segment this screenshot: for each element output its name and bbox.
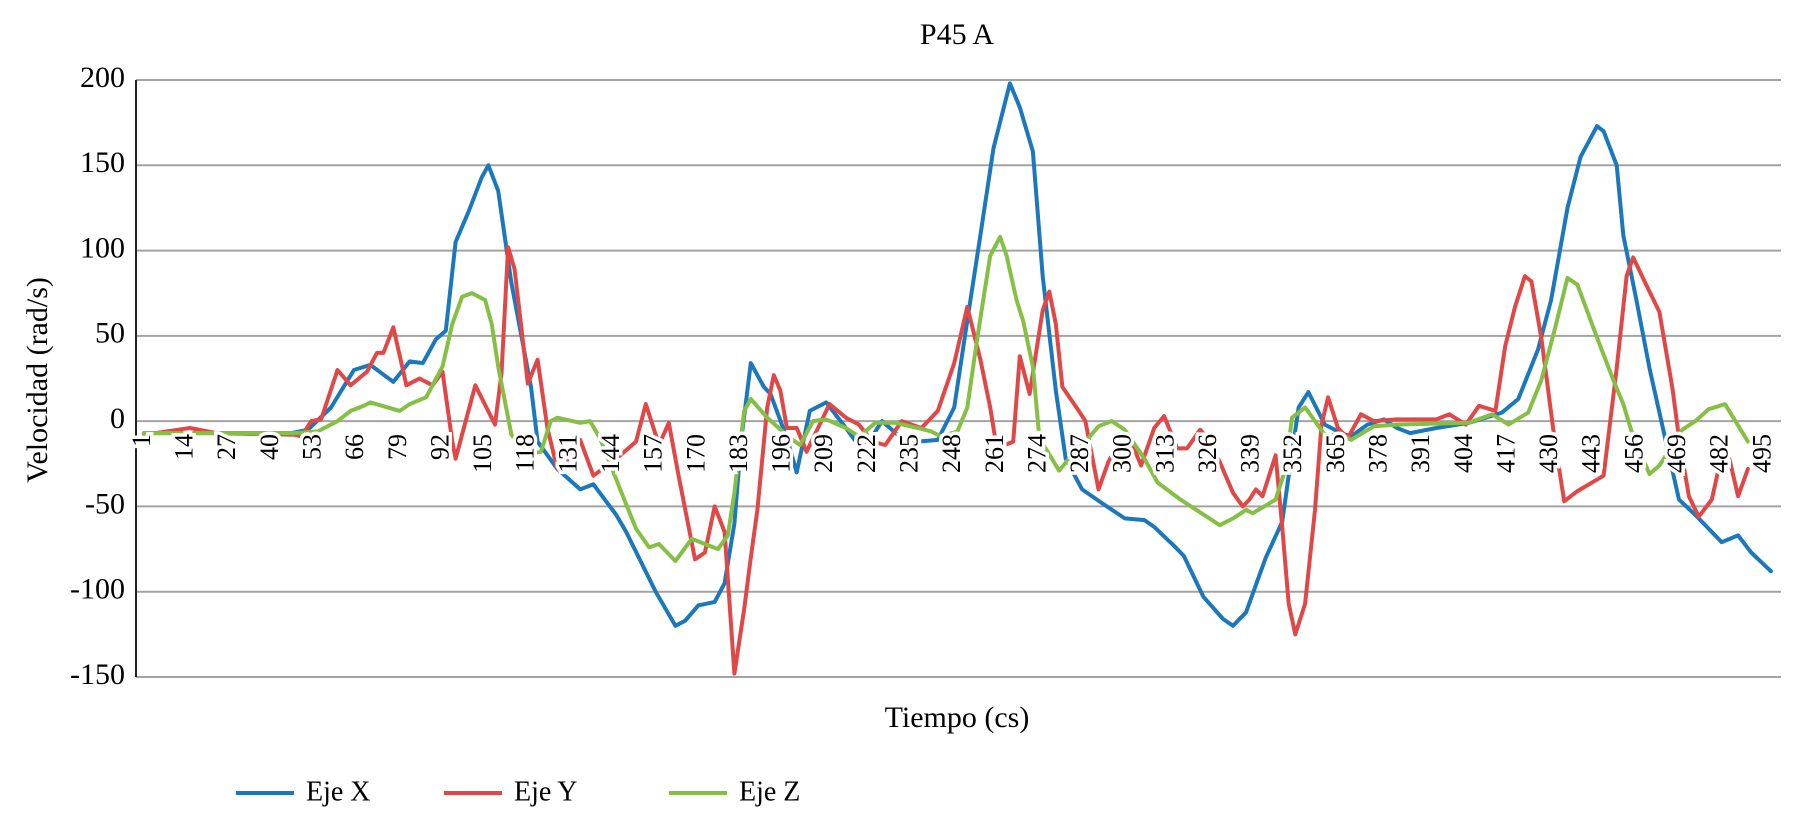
x-tick-label: 196 <box>767 434 796 473</box>
x-tick-label: 326 <box>1193 434 1222 473</box>
legend-item: Eje Y <box>444 776 578 807</box>
x-tick-label: 495 <box>1747 434 1776 473</box>
x-tick-label: 313 <box>1150 434 1179 473</box>
y-tick-label: 0 <box>110 402 125 435</box>
legend-label: Eje Y <box>514 776 578 807</box>
y-tick-label: 50 <box>95 317 125 350</box>
y-tick-label: 150 <box>80 146 125 179</box>
gridlines <box>136 79 1781 678</box>
x-tick-label: 183 <box>724 434 753 473</box>
x-tick-label: 157 <box>639 434 668 473</box>
x-tick-label: 339 <box>1236 434 1265 473</box>
series-line-eje-y <box>142 245 1750 676</box>
x-tick-label: 248 <box>937 434 966 473</box>
y-tick-label: 100 <box>80 231 125 264</box>
legend: Eje X Eje Y Eje Z <box>236 776 800 807</box>
x-tick-label: 53 <box>298 434 327 460</box>
y-axis-ticks: 200 150 100 50 0 -50 -100 -150 <box>70 61 125 691</box>
x-tick-label: 40 <box>255 434 284 460</box>
x-tick-label: 274 <box>1022 434 1051 473</box>
x-axis-ticks: 1 14 27 40 53 66 79 92 105 118 131 144 157 170 183 196 2… <box>123 431 1779 477</box>
x-tick-label: 235 <box>894 434 923 473</box>
y-axis-title: Velocidad (rad/s) <box>21 277 54 483</box>
x-tick-label: 365 <box>1321 434 1350 473</box>
x-tick-label: 261 <box>980 434 1009 473</box>
chart-title: P45 A <box>920 18 995 51</box>
x-tick-label: 404 <box>1449 434 1478 473</box>
x-tick-label: 469 <box>1662 434 1691 473</box>
x-tick-label: 209 <box>809 434 838 473</box>
x-tick-label: 131 <box>553 434 582 473</box>
x-tick-label: 14 <box>170 434 199 460</box>
y-tick-label: -150 <box>70 658 125 691</box>
x-tick-label: 352 <box>1278 434 1307 473</box>
y-tick-label: 200 <box>80 61 125 94</box>
x-tick-label: 443 <box>1577 434 1606 473</box>
legend-label: Eje Z <box>739 776 800 807</box>
x-tick-label: 144 <box>596 434 625 473</box>
x-tick-label: 378 <box>1364 434 1393 473</box>
x-tick-label: 300 <box>1108 434 1137 473</box>
x-tick-label: 482 <box>1705 434 1734 473</box>
x-tick-label: 287 <box>1065 434 1094 473</box>
series-line-eje-z <box>142 234 1750 563</box>
x-axis-title: Tiempo (cs) <box>885 701 1030 734</box>
x-tick-label: 222 <box>852 434 881 473</box>
x-tick-label: 417 <box>1491 434 1520 473</box>
x-tick-label: 105 <box>468 434 497 473</box>
x-tick-label: 430 <box>1534 434 1563 473</box>
x-tick-label: 391 <box>1406 434 1435 473</box>
x-tick-label: 1 <box>127 434 156 447</box>
y-tick-label: -100 <box>70 573 125 606</box>
x-tick-label: 27 <box>212 434 241 460</box>
x-tick-label: 92 <box>425 434 454 460</box>
y-tick-label: -50 <box>85 487 125 520</box>
x-tick-label: 79 <box>383 434 412 460</box>
x-tick-label: 118 <box>511 434 540 472</box>
series-lines <box>142 81 1773 676</box>
legend-label: Eje X <box>306 776 371 807</box>
x-tick-label: 456 <box>1619 434 1648 473</box>
x-tick-label: 66 <box>340 434 369 460</box>
legend-item: Eje Z <box>669 776 800 807</box>
x-tick-label: 170 <box>681 434 710 473</box>
legend-item: Eje X <box>236 776 371 807</box>
